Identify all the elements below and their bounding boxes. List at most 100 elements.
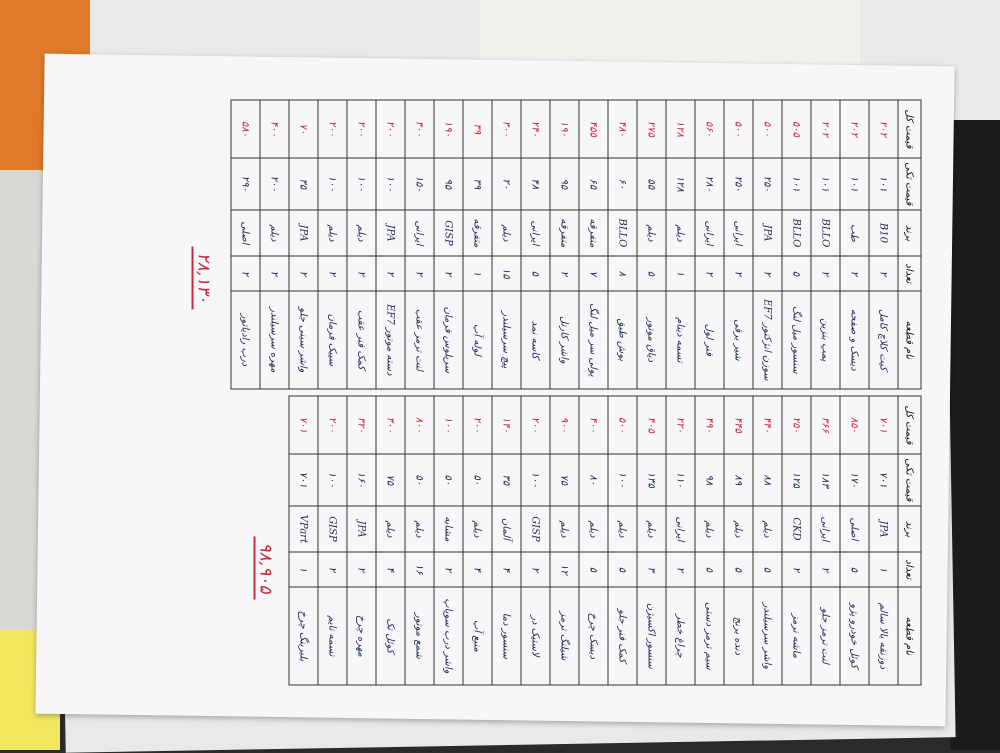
table-cell: JPA — [868, 505, 898, 553]
table-cell: ۵ — [607, 552, 637, 587]
table-row: کوئل تک ۴ دیلم ۷۵ ۳۰۰ — [375, 396, 405, 685]
table-cell: ۷۰۱ — [288, 453, 318, 506]
table-cell: ۱۰۰ — [317, 453, 347, 506]
table-cell: ۸۸ — [752, 453, 782, 506]
table-cell: ۴۵۵ — [578, 100, 608, 158]
table-cell: واشر کارتل — [549, 290, 579, 389]
table-cell: سنسور اکسیژن — [636, 586, 666, 685]
table-cell: دیلم — [317, 209, 347, 257]
table-cell: ۷ — [578, 256, 608, 291]
table-cell: سیبک فرمان — [317, 290, 347, 389]
table-cell: ۴۸۰ — [607, 100, 637, 158]
table-cell: ۲ — [404, 256, 434, 291]
grand-total: ۲۸,۱۳۰ — [191, 246, 213, 310]
table-cell: آلمان — [491, 505, 521, 553]
grand-total: ۹۸,۹۰۵ — [253, 536, 275, 600]
header-row: نام قطعه تعداد برند قیمت تکی قیمت کل — [897, 100, 921, 389]
table-row: دیسک و صفحه ۲ طب ۱۰۱ ۲۰۲ — [839, 100, 869, 389]
table-cell: ۱۶ — [404, 552, 434, 587]
table-cell: ۲۰۰ — [259, 157, 289, 210]
table-row: لنت ترمز جلو ۲ ایرانی ۱۸۳ ۳۶۶ — [810, 396, 840, 685]
table-cell: شیلنگ ترمز — [549, 586, 579, 685]
table-cell: ۲۰۲ — [810, 100, 840, 158]
table-cell: ۵۰۰ — [723, 100, 753, 158]
column-header: قیمت تکی — [897, 157, 921, 210]
table-cell: اصلی — [839, 505, 869, 553]
table-cell: ۲ — [288, 256, 318, 291]
table-cell: ۴ — [462, 552, 492, 587]
table-cell: لاستیک در — [520, 586, 550, 685]
table-cell: دیلم — [549, 505, 579, 553]
table-cell: ۲۰۲ — [839, 100, 869, 158]
table-row: دیاق موتور ۵ دیلم ۵۵ ۲۷۵ — [636, 100, 666, 389]
table-cell: دنده برنج — [723, 586, 753, 685]
sheet: نام قطعه تعداد برند قیمت تکی قیمت کل دوزنقه ب… — [125, 95, 925, 690]
table-row: لاستیک در ۲ GISP ۱۰۰ ۲۰۰ — [520, 396, 550, 685]
table-cell: ۲ — [346, 552, 376, 587]
table-cell: ۱۱۰ — [665, 453, 695, 506]
table-cell: GISP — [433, 209, 463, 257]
table-cell: ۴ — [375, 552, 405, 587]
table-cell: دیسک چرخ — [578, 586, 608, 685]
table-cell: ۵۵ — [636, 157, 666, 210]
table-cell: ۵۰ — [433, 453, 463, 506]
table-cell: ۳۹ — [462, 157, 492, 210]
table-cell: ۲۰۰ — [317, 100, 347, 158]
table-cell: ۱ — [462, 256, 492, 291]
table-cell: ۲۹۰ — [230, 157, 260, 210]
column-header: تعداد — [897, 552, 921, 587]
table-cell: ۳ — [636, 552, 666, 587]
table-cell: ۱۰۱ — [781, 157, 811, 210]
table-cell: ۳۰۰ — [404, 100, 434, 158]
table-cell: ۱۰۰ — [433, 396, 463, 454]
table-row: لوله آب ۱ متفرقه ۳۹ ۳۹ — [462, 100, 492, 389]
table-row: کیت کلاچ کامل ۲ B10 ۱۰۱ ۲۰۲ — [868, 100, 898, 389]
table-cell: ۴۰۰ — [578, 396, 608, 454]
table-cell: ۷۰ — [288, 100, 318, 158]
table-cell: GISP — [520, 505, 550, 553]
table-row: تسمه تایم ۲ GISP ۱۰۰ ۲۰۰ — [317, 396, 347, 685]
table-cell: دیلم — [375, 505, 405, 553]
table-cell: ۱۶۰ — [346, 453, 376, 506]
table-cell: مهره چرخ — [346, 586, 376, 685]
table-cell: ۱۲ — [549, 552, 579, 587]
table-cell: ۲ — [810, 552, 840, 587]
table-cell: فنر لول — [694, 290, 724, 389]
table-cell: سیم ترمز دستی — [694, 586, 724, 685]
table-cell: ۲ — [549, 256, 579, 291]
table-cell: ۱۰۱ — [810, 157, 840, 210]
table-row: شمع موتور ۱۶ دیلم ۵۰ ۸۰۰ — [404, 396, 434, 685]
table-row: سیبک فرمان ۲ دیلم ۱۰۰ ۲۰۰ — [317, 100, 347, 389]
table-cell: JPA — [346, 505, 376, 553]
table-cell: واشر سرسیلندر — [752, 586, 782, 685]
table-cell: متفرقه — [578, 209, 608, 257]
table-cell: ۵ — [781, 256, 811, 291]
table-cell: BLLO — [607, 209, 637, 257]
table-cell: ۲ — [723, 256, 753, 291]
table-row: تسمه دینام ۱ دیلم ۱۲۸ ۱۲۸ — [665, 100, 695, 389]
table-cell: پولی سر میل لنگ — [578, 290, 608, 389]
table-cell: دیلم — [346, 209, 376, 257]
table-cell: GISP — [317, 505, 347, 553]
table-row: سنسور میل لنگ ۵ BLLO ۱۰۱ ۵۰۵ — [781, 100, 811, 389]
table-cell: ۵۰ — [404, 453, 434, 506]
table-cell: ۲ — [375, 256, 405, 291]
table-cell: دسته موتور EF7 — [375, 290, 405, 389]
table-row: سنسور دما ۴ آلمان ۳۵ ۱۴۰ — [491, 396, 521, 685]
table-cell: ۳۵ — [288, 157, 318, 210]
table-cell: ۴۹۰ — [694, 396, 724, 454]
table-cell: ۴۴۵ — [723, 396, 753, 454]
table-cell: لنت ترمز عقب — [404, 290, 434, 389]
table-cell: ۸۵۰ — [839, 396, 869, 454]
table-cell: سرپلوس فرمان — [433, 290, 463, 389]
table-row: پولی سر میل لنگ ۷ متفرقه ۶۵ ۴۵۵ — [578, 100, 608, 389]
table-cell: ۳۹ — [462, 100, 492, 158]
table-cell: دیلم — [636, 505, 666, 553]
table-cell: ۲۰۰ — [462, 396, 492, 454]
table-row: واشر درب سوپاپ ۲ مشابه ۵۰ ۱۰۰ — [433, 396, 463, 685]
table-cell: ۷۵ — [549, 453, 579, 506]
table-row: پیچ سرسیلندر ۱۵ دیلم ۲۰ ۳۰۰ — [491, 100, 521, 389]
table-cell: ۲۰ — [491, 157, 521, 210]
table-cell: ۱ — [665, 256, 695, 291]
